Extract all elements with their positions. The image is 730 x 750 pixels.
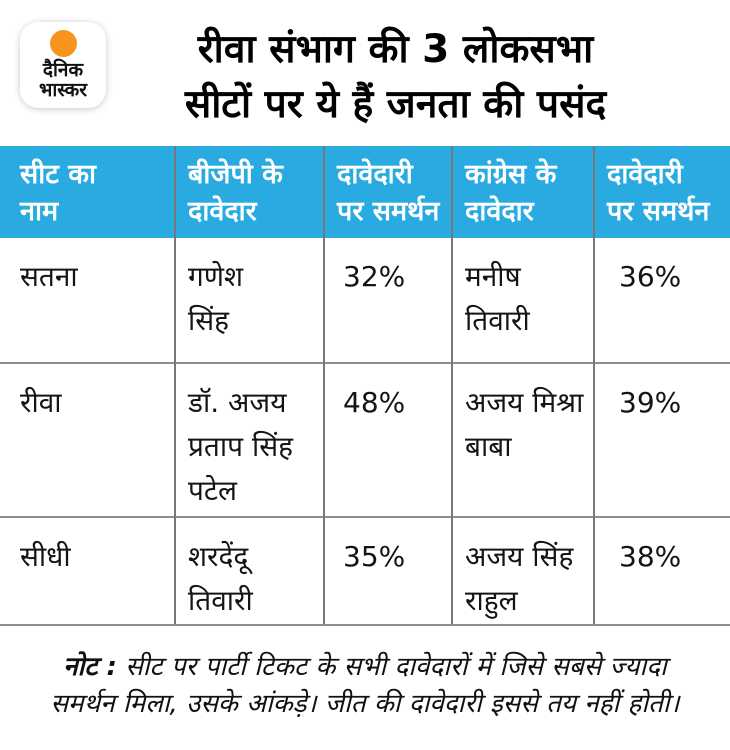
cell-seat: रीवा: [0, 362, 175, 517]
footnote-label: नोट :: [63, 652, 117, 682]
cell-bjp-candidate: गणेश सिंह: [174, 238, 324, 363]
cell-congress-support: 36%: [593, 238, 730, 363]
col-header-seat-name: सीट का नाम: [0, 146, 175, 238]
cell-congress-support: 39%: [593, 362, 730, 517]
page-title-line2: सीटों पर ये हैं जनता की पसंद: [184, 82, 607, 127]
col-header-congress-support: दावेदारी पर समर्थन: [593, 146, 730, 238]
col-header-congress-candidate: कांग्रेस के दावेदार: [451, 146, 594, 238]
cell-bjp-candidate: डॉ. अजय प्रताप सिंह पटेल: [174, 362, 324, 517]
header-band: दैनिक भास्कर रीवा संभाग की 3 लोकसभा सीटो…: [0, 0, 730, 146]
cell-seat: सतना: [20, 260, 78, 293]
cell-bjp-support: 48%: [323, 362, 452, 517]
table-row-satna: सतना गणेश सिंह 32% मनीष तिवारी 36%: [0, 238, 730, 363]
dainik-bhaskar-logo: दैनिक भास्कर: [20, 22, 106, 108]
cell-congress-candidate: अजय सिंह राहुल: [451, 516, 594, 626]
cell-congress-candidate: अजय मिश्रा बाबा: [451, 362, 594, 517]
footnote: नोट : सीट पर पार्टी टिकट के सभी दावेदारो…: [0, 649, 730, 723]
cell-seat: सीधी: [0, 516, 175, 626]
cell-congress-support: 38%: [593, 516, 730, 626]
table-header-row: सीट का नाम बीजेपी के दावेदार दावेदारी पर…: [0, 146, 730, 238]
page-title: रीवा संभाग की 3 लोकसभा सीटों पर ये हैं ज…: [106, 22, 730, 132]
sun-dot-icon: [49, 30, 77, 57]
col-header-bjp-support: दावेदारी पर समर्थन: [323, 146, 452, 238]
cell-congress-candidate: मनीष तिवारी: [451, 238, 594, 363]
page-title-line1: रीवा संभाग की 3 लोकसभा: [197, 27, 594, 72]
cell-bjp-support: 35%: [323, 516, 452, 626]
cell-bjp-support: 32%: [323, 238, 452, 363]
cell-bjp-candidate: शरदेंदू तिवारी: [174, 516, 324, 626]
logo-text-line2: भास्कर: [38, 79, 88, 101]
col-header-bjp-candidate: बीजेपी के दावेदार: [174, 146, 324, 238]
table-row-sidhi: सीधी शरदेंदू तिवारी 35% अजय सिंह राहुल 3…: [0, 516, 730, 626]
logo-text-line1: दैनिक: [42, 59, 84, 81]
table-row-rewa: रीवा डॉ. अजय प्रताप सिंह पटेल 48% अजय मि…: [0, 362, 730, 517]
footnote-text: सीट पर पार्टी टिकट के सभी दावेदारों में …: [50, 652, 680, 719]
seat-preference-table: सीट का नाम बीजेपी के दावेदार दावेदारी पर…: [0, 146, 730, 626]
